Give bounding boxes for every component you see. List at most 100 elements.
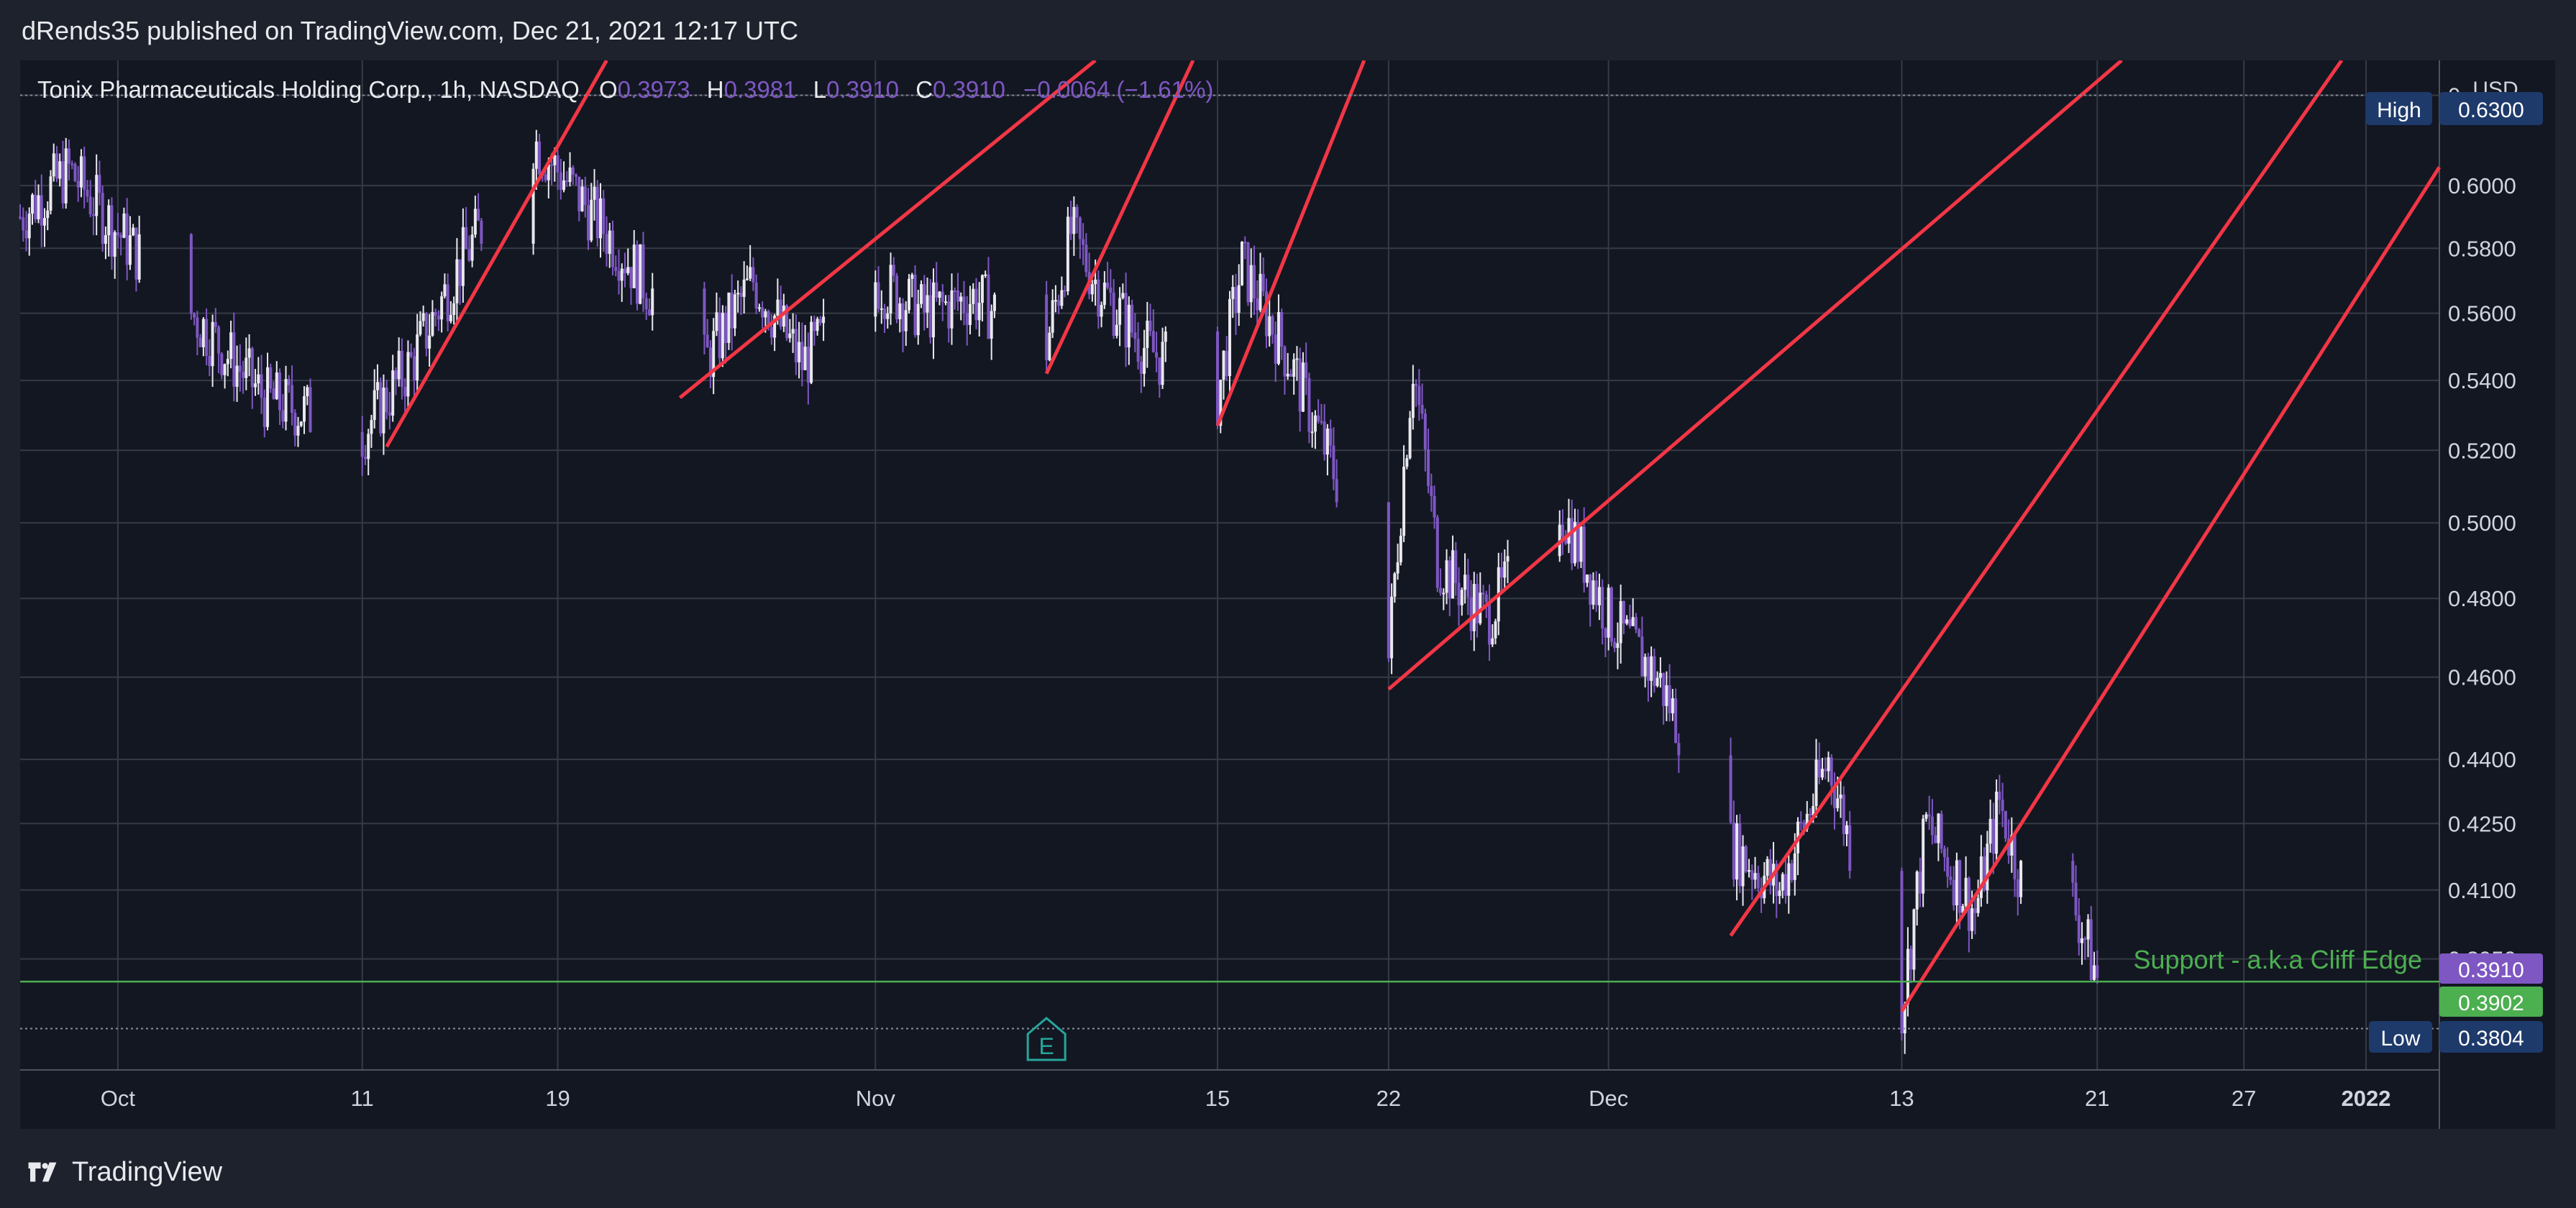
candle-body: [1112, 292, 1115, 336]
candle-body: [1634, 617, 1638, 630]
candle-body: [1075, 206, 1079, 218]
time-tick-label: 2022: [2342, 1086, 2391, 1111]
candle-body: [205, 319, 209, 357]
time-tick-label: 22: [1376, 1086, 1401, 1111]
candle-body: [639, 244, 642, 304]
candle-body: [1750, 870, 1754, 880]
candle-body: [1922, 818, 1925, 894]
candle-body: [1460, 590, 1463, 605]
trendlines[interactable]: [385, 60, 2442, 1012]
candle-body: [266, 367, 270, 427]
candle-body: [1054, 300, 1057, 302]
candle-body: [1655, 677, 1659, 686]
candle-body: [593, 186, 596, 200]
candle-body: [1601, 587, 1604, 629]
support-price-value: 0.3902: [2458, 992, 2524, 1015]
candle-body: [1078, 217, 1082, 239]
candle-body: [406, 352, 410, 397]
trendline[interactable]: [1044, 60, 1195, 375]
trendline[interactable]: [678, 60, 1097, 400]
tradingview-logo-icon[interactable]: [22, 1160, 63, 1184]
trendline[interactable]: [385, 60, 608, 448]
candle-body: [920, 284, 923, 304]
candle-body: [110, 205, 114, 257]
candle-body: [1158, 357, 1161, 385]
candle-body: [944, 301, 947, 303]
legend-low-label: L: [813, 76, 826, 103]
earnings-marker[interactable]: E: [1026, 1017, 1067, 1061]
trendline[interactable]: [1387, 60, 2123, 691]
candle-body: [272, 388, 275, 400]
candle-body: [1491, 638, 1494, 645]
candle-body: [1500, 567, 1504, 578]
candle-body: [1131, 304, 1134, 333]
candle-body: [1454, 550, 1458, 583]
candle-body: [1484, 594, 1488, 603]
candle-body: [196, 317, 199, 338]
candle-body: [1481, 592, 1485, 595]
candle-body: [1958, 860, 1962, 913]
candle-body: [134, 227, 138, 280]
price-tick-label: 0.4800: [2448, 586, 2516, 611]
candle-body: [1408, 418, 1412, 459]
candle-body: [1964, 877, 1968, 906]
candle-body: [1423, 413, 1427, 450]
candle-body: [1567, 518, 1571, 544]
candle-body: [1677, 743, 1681, 756]
candle-body: [363, 457, 367, 459]
trendline[interactable]: [1729, 60, 2344, 937]
candle-body: [757, 307, 761, 309]
candle-body: [1136, 339, 1140, 362]
candle-body: [813, 321, 816, 331]
candles: [19, 129, 2099, 1054]
candle-body: [1433, 495, 1436, 518]
candle-body: [1063, 290, 1067, 292]
candle-body: [782, 305, 785, 327]
trendline[interactable]: [1215, 60, 1366, 426]
candle-body: [1402, 467, 1406, 536]
candle-body: [806, 347, 810, 383]
candle-body: [1222, 350, 1225, 380]
candle-body: [1827, 757, 1830, 772]
candle-body: [992, 294, 996, 311]
candle-body: [1582, 526, 1586, 583]
trendline[interactable]: [1900, 166, 2442, 1012]
candle-body: [2096, 965, 2099, 979]
candle-body: [428, 335, 431, 349]
candle-body: [1625, 619, 1629, 624]
candle-body: [1057, 300, 1061, 306]
candle-body: [733, 294, 736, 329]
candle-body: [1594, 580, 1598, 605]
candle-body: [2077, 915, 2081, 943]
candle-body: [761, 307, 764, 318]
candle-body: [1793, 853, 1796, 880]
candle-body: [1390, 596, 1394, 659]
candle-body: [101, 193, 104, 244]
candle-body: [1640, 636, 1644, 677]
candle-body: [299, 421, 303, 426]
candle-body: [745, 278, 749, 280]
candle-body: [1937, 813, 1940, 843]
candle-body: [1900, 871, 1904, 1034]
candle-body: [379, 382, 383, 434]
candle-body: [752, 267, 755, 283]
candle-body: [626, 267, 630, 273]
price-tick-label: 0.4600: [2448, 665, 2516, 690]
candle-body: [1842, 795, 1845, 835]
candle-body: [1805, 813, 1809, 829]
candle-body: [1420, 405, 1424, 414]
price-tick-label: 0.5800: [2448, 236, 2516, 261]
candle-body: [1289, 373, 1292, 377]
candle-body: [211, 321, 214, 367]
candle-body: [562, 180, 566, 191]
candle-body: [434, 311, 437, 316]
candle-body: [1976, 897, 1980, 913]
candle-body: [1591, 580, 1595, 605]
publisher-line: dRends35 published on TradingView.com, D…: [22, 16, 799, 45]
candle-body: [1809, 813, 1812, 815]
candle-body: [1830, 757, 1833, 786]
footer-brand[interactable]: TradingView: [72, 1156, 223, 1187]
price-chart[interactable]: Support - a.k.a Cliff Edge 0.6300 0.6000 0…: [0, 60, 2576, 1150]
candle-body: [64, 148, 68, 203]
candle-body: [730, 292, 734, 329]
